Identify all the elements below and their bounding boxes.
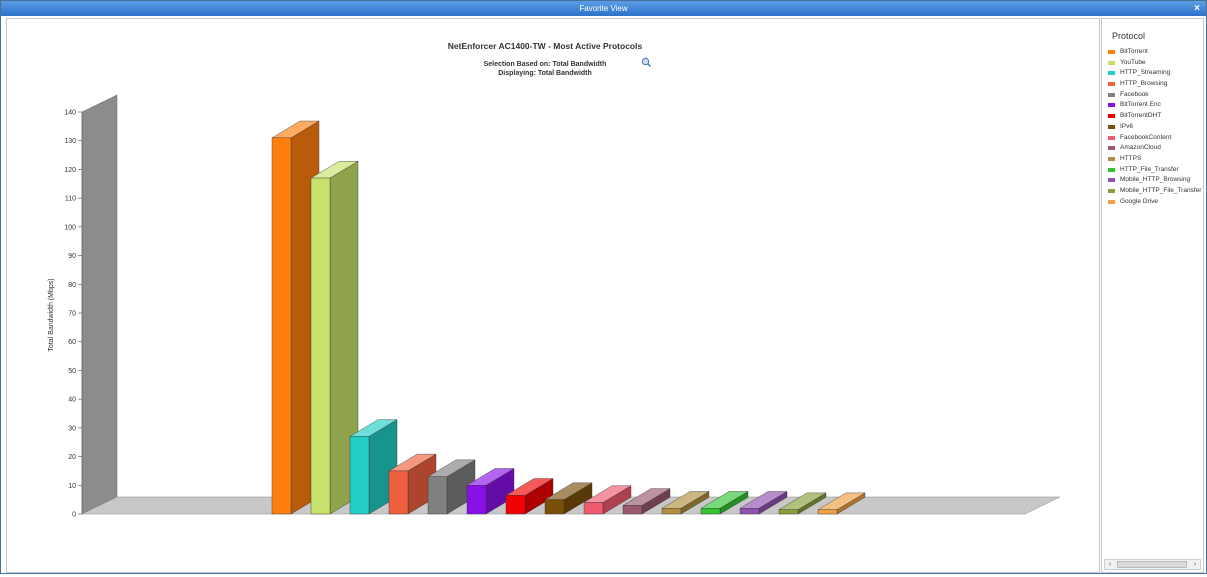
y-axis-label: Total Bandwidth (Mbps): [48, 278, 55, 351]
legend-label: Google Drive: [1120, 197, 1158, 205]
legend-swatch: [1108, 50, 1115, 54]
legend-item: Google Drive: [1108, 197, 1203, 208]
y-tick-label: 60: [68, 339, 76, 346]
legend-title: Protocol: [1112, 31, 1146, 41]
legend-item: Facebook: [1108, 90, 1203, 101]
bar-11: [700, 508, 721, 515]
y-tick-label: 10: [68, 483, 76, 490]
legend-swatch: [1108, 135, 1115, 140]
bar-9: [622, 505, 643, 515]
legend-swatch: [1108, 103, 1115, 108]
legend-item: BitTorrent Enc: [1108, 100, 1203, 111]
legend-swatch: [1108, 156, 1115, 161]
bar-5: [466, 485, 487, 515]
legend-item: HTTP_Streaming: [1108, 68, 1203, 79]
legend-swatch: [1108, 60, 1115, 65]
bar-0: [271, 137, 292, 515]
y-tick-label: 90: [68, 253, 76, 260]
y-tick-label: 80: [68, 282, 76, 289]
y-tick-label: 120: [64, 167, 76, 174]
legend-scrollbar[interactable]: ‹ ›: [1104, 559, 1201, 570]
legend-label: HTTPS: [1120, 154, 1142, 162]
scroll-right-icon[interactable]: ›: [1193, 561, 1197, 568]
legend-swatch: [1108, 92, 1115, 97]
legend-label: Mobile_HTTP_Browsing: [1120, 176, 1191, 184]
chart-subtitle-displaying: Displaying: Total Bandwidth: [498, 70, 592, 77]
legend-item: YouTube: [1108, 58, 1203, 69]
scroll-left-icon[interactable]: ‹: [1108, 561, 1112, 568]
legend-label: BitTorrent: [1120, 48, 1148, 55]
bar-4: [427, 476, 448, 515]
bar-13: [778, 509, 799, 515]
legend-swatch: [1108, 114, 1115, 119]
y-tick-label: 50: [68, 368, 76, 375]
legend-label: AmazonCloud: [1120, 144, 1161, 152]
bar-2: [349, 436, 370, 515]
y-tick-label: 70: [68, 311, 76, 318]
legend-item: AmazonCloud: [1108, 143, 1203, 154]
bar-12: [739, 508, 760, 515]
legend-item: IPv6: [1108, 122, 1203, 133]
legend-item: HTTPS: [1108, 154, 1203, 165]
chart-title: NetEnforcer AC1400-TW - Most Active Prot…: [448, 41, 643, 51]
legend-list: BitTorrent YouTube HTTP_Streaming HTTP_Brow…: [1108, 47, 1203, 207]
legend-item: Mobile_HTTP_File_Transfer: [1108, 186, 1203, 197]
window-title: Favorite View: [579, 4, 628, 13]
y-tick-label: 140: [64, 110, 76, 117]
chart-panel: NetEnforcer AC1400-TW - Most Active Prot…: [6, 18, 1100, 573]
legend-label: BitTorrentDHT: [1120, 112, 1162, 120]
chart-subtitle-selection: Selection Based on: Total Bandwidth: [484, 61, 607, 68]
legend-label: BitTorrent Enc: [1120, 101, 1161, 109]
bar-10: [661, 508, 682, 515]
bar-1: [310, 177, 331, 515]
y-tick-label: 130: [64, 138, 76, 145]
y-tick-label: 40: [68, 397, 76, 404]
legend-swatch: [1108, 124, 1115, 129]
bar-8: [583, 502, 604, 515]
bar-7: [544, 499, 565, 515]
legend-item: HTTP_File_Transfer: [1108, 165, 1203, 176]
legend-item: BitTorrentDHT: [1108, 111, 1203, 122]
bar-chart: NetEnforcer AC1400-TW - Most Active Prot…: [48, 41, 1061, 519]
legend-swatch: [1108, 71, 1115, 76]
legend-label: Mobile_HTTP_File_Transfer: [1120, 186, 1202, 194]
legend-label: HTTP_Streaming: [1120, 69, 1171, 77]
bar-6: [505, 495, 526, 515]
legend-swatch: [1108, 188, 1115, 193]
legend-label: HTTP_File_Transfer: [1120, 165, 1179, 173]
bar-3: [388, 470, 409, 515]
window-titlebar: Favorite View ×: [1, 1, 1206, 16]
legend-swatch: [1108, 178, 1115, 183]
y-tick-label: 110: [65, 196, 76, 203]
legend-label: YouTube: [1120, 58, 1146, 66]
legend-label: IPv6: [1120, 122, 1134, 130]
legend-swatch: [1108, 167, 1115, 172]
legend-panel: Protocol BitTorrent YouTube HTTP_Streaming…: [1101, 18, 1204, 573]
legend-item: HTTP_Browsing: [1108, 79, 1203, 90]
legend-label: HTTP_Browsing: [1120, 80, 1168, 88]
legend-item: Mobile_HTTP_Browsing: [1108, 175, 1203, 186]
legend-swatch: [1108, 82, 1115, 87]
bar-14: [817, 509, 838, 515]
legend-item: FacebookContent: [1108, 133, 1203, 144]
chart-back-wall: [81, 94, 118, 515]
zoom-icon[interactable]: [641, 54, 652, 68]
close-icon[interactable]: ×: [1194, 3, 1200, 14]
y-tick-label: 30: [68, 425, 76, 432]
y-tick-label: 0: [72, 512, 76, 519]
scroll-thumb[interactable]: [1117, 561, 1187, 568]
y-tick-label: 100: [64, 224, 76, 231]
y-tick-label: 20: [68, 454, 76, 461]
legend-swatch: [1108, 146, 1115, 151]
legend-swatch: [1108, 199, 1115, 204]
legend-label: FacebookContent: [1120, 133, 1172, 141]
legend-item: BitTorrent: [1108, 47, 1203, 58]
legend-label: Facebook: [1120, 90, 1149, 98]
